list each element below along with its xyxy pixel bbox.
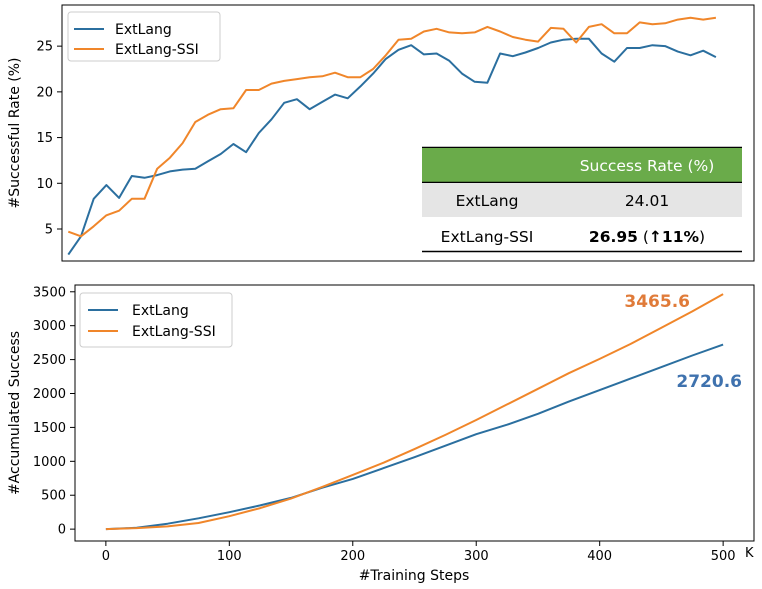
success-rate-chart: 5 10 15 20 25 #Successful Rate (%) ExtLang E… [7,4,755,262]
bottom-y-tick-label: 3500 [33,285,66,300]
bottom-series-line-ssi [105,293,724,531]
bottom-y-tick-label: 1500 [33,421,66,436]
end-value-label-ssi: 3465.6 [624,292,690,312]
bottom-x-tick-label: 100 [217,549,242,564]
bottom-series-line-extlang [105,343,724,531]
table-value-ssi-close: ) [699,228,705,246]
bottom-x-tick-label: 300 [464,549,489,564]
bottom-y-tick-label: 0 [58,523,66,538]
table-value-ssi-open: ( [638,228,649,246]
table-header-row [422,148,742,182]
bottom-legend: ExtLang ExtLang-SSI [79,292,233,348]
bottom-plot-frame [74,284,755,542]
top-legend-label-extlang: ExtLang [115,22,172,38]
table-cell-value-ssi: 26.95 (↑11%) [589,228,705,246]
top-plot-frame [61,4,755,262]
top-y-axis-label: #Successful Rate (%) [7,57,23,208]
table-cell-method-ssi: ExtLang-SSI [441,228,534,246]
bottom-x-tick-label: 500 [711,549,736,564]
table-cell-method-extlang: ExtLang [456,192,519,210]
table-value-ssi-improvement: 11% [662,228,700,246]
bottom-y-tick-label: 1000 [33,455,66,470]
results-table: Success Rate (%) ExtLang 24.01 ExtLang-S… [422,146,742,253]
x-axis-unit-suffix: K [745,546,754,561]
top-y-tick-label: 5 [45,223,53,238]
table-row-extlang-bg [422,183,742,217]
end-value-label-extlang: 2720.6 [676,372,742,392]
bottom-y-tick-label: 2000 [33,387,66,402]
bottom-y-tick-label: 3000 [33,319,66,334]
top-y-tick-label: 10 [36,177,53,192]
bottom-legend-label-extlang: ExtLang [132,303,189,319]
bottom-x-axis-label: #Training Steps [359,568,470,584]
top-legend-box [67,11,221,62]
bottom-x-tick-label: 200 [340,549,365,564]
table-header-success-rate: Success Rate (%) [580,157,715,175]
bottom-y-tick-label: 500 [41,489,66,504]
top-legend: ExtLang ExtLang-SSI [67,11,221,62]
bottom-legend-box [79,292,233,348]
bottom-x-tick-label: 0 [102,549,110,564]
bottom-legend-label-ssi: ExtLang-SSI [132,324,216,340]
top-y-tick-label: 25 [36,40,53,55]
table-value-ssi-number: 26.95 [589,228,638,246]
bottom-y-axis-label: #Accumulated Success [7,331,23,495]
top-series-line-extlang [67,37,717,256]
top-legend-label-ssi: ExtLang-SSI [115,42,199,58]
bottom-x-tick-label: 400 [587,549,612,564]
accumulated-success-chart: 0 500 1000 1500 2000 2500 3000 3500 0 100 200 300 4… [7,284,755,584]
top-y-tick-label: 15 [36,131,53,146]
up-arrow-icon: ↑ [649,228,662,246]
top-y-tick-label: 20 [36,85,53,100]
bottom-y-tick-label: 2500 [33,353,66,368]
top-series-line-ssi [67,16,717,238]
table-cell-value-extlang: 24.01 [625,192,669,210]
